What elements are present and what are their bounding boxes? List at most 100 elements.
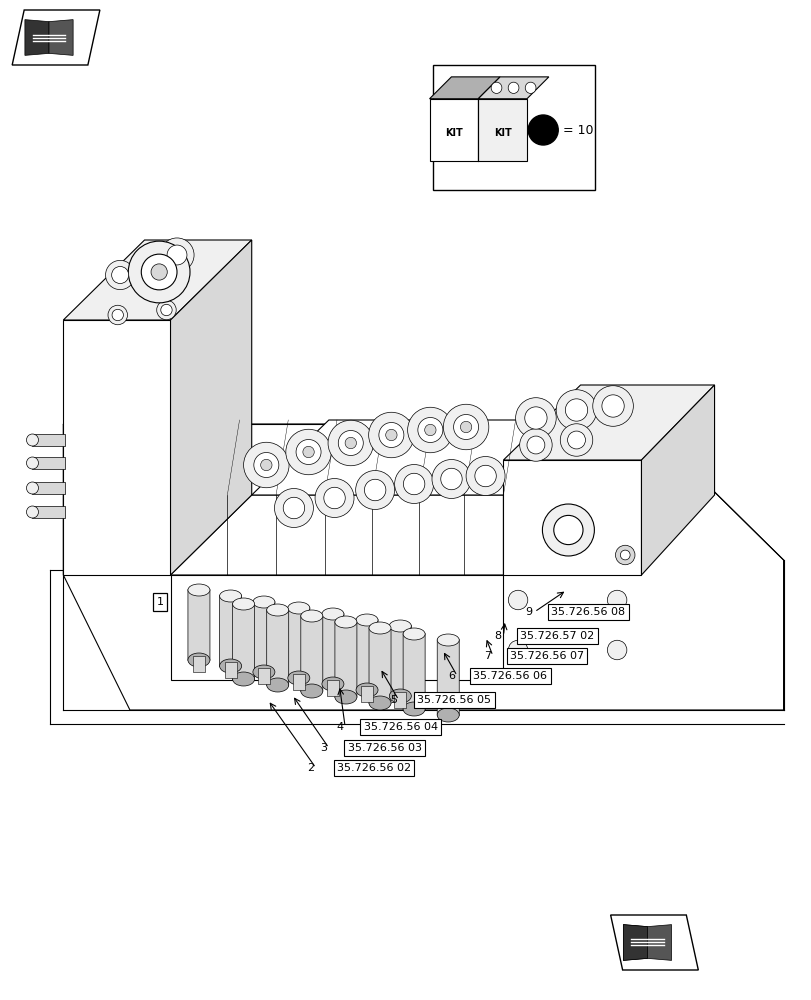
Circle shape: [553, 515, 582, 545]
Polygon shape: [478, 77, 548, 99]
Bar: [32, 482, 65, 494]
Polygon shape: [646, 925, 671, 960]
Circle shape: [607, 640, 626, 660]
Polygon shape: [503, 460, 641, 575]
Circle shape: [424, 424, 436, 436]
Circle shape: [474, 465, 496, 487]
Ellipse shape: [232, 598, 255, 610]
Text: 35.726.56 08: 35.726.56 08: [551, 607, 624, 617]
FancyBboxPatch shape: [252, 601, 275, 673]
Circle shape: [161, 304, 172, 316]
Polygon shape: [170, 240, 251, 575]
FancyBboxPatch shape: [266, 609, 289, 686]
Polygon shape: [503, 420, 580, 575]
Circle shape: [324, 487, 345, 509]
FancyBboxPatch shape: [300, 615, 323, 692]
FancyBboxPatch shape: [368, 627, 391, 704]
Circle shape: [364, 479, 385, 501]
Circle shape: [607, 590, 626, 610]
Polygon shape: [12, 10, 100, 65]
Circle shape: [385, 429, 397, 441]
Circle shape: [128, 241, 190, 303]
Ellipse shape: [334, 690, 357, 704]
Ellipse shape: [368, 622, 391, 634]
Circle shape: [27, 457, 38, 469]
Ellipse shape: [388, 620, 411, 632]
FancyBboxPatch shape: [402, 633, 425, 710]
Circle shape: [108, 305, 127, 325]
Ellipse shape: [436, 634, 459, 646]
Circle shape: [27, 506, 38, 518]
Polygon shape: [429, 99, 478, 161]
Text: = 10: = 10: [562, 124, 593, 137]
Circle shape: [564, 399, 587, 421]
Ellipse shape: [266, 604, 289, 616]
Circle shape: [560, 424, 592, 456]
Circle shape: [274, 489, 313, 527]
Ellipse shape: [266, 678, 289, 692]
Bar: [32, 506, 65, 518]
Circle shape: [542, 504, 594, 556]
Ellipse shape: [491, 82, 501, 93]
FancyBboxPatch shape: [355, 619, 378, 691]
Circle shape: [567, 431, 585, 449]
Polygon shape: [610, 915, 697, 970]
Polygon shape: [429, 77, 500, 99]
Circle shape: [315, 479, 354, 517]
Polygon shape: [63, 240, 251, 320]
Circle shape: [601, 395, 624, 417]
Circle shape: [27, 434, 38, 446]
Ellipse shape: [402, 628, 425, 640]
Ellipse shape: [402, 702, 425, 716]
Circle shape: [112, 266, 129, 284]
Circle shape: [167, 245, 187, 265]
Circle shape: [460, 421, 471, 433]
Text: KIT: KIT: [493, 128, 511, 138]
Ellipse shape: [252, 665, 275, 679]
Ellipse shape: [321, 608, 344, 620]
Circle shape: [296, 439, 320, 465]
Text: 35.726.56 02: 35.726.56 02: [337, 763, 410, 773]
Bar: [327, 680, 338, 696]
Text: 8: 8: [494, 631, 501, 641]
Ellipse shape: [508, 82, 518, 93]
Circle shape: [112, 309, 123, 321]
Polygon shape: [503, 385, 714, 460]
Circle shape: [157, 300, 176, 320]
FancyBboxPatch shape: [388, 625, 411, 697]
Circle shape: [515, 398, 556, 438]
Circle shape: [260, 459, 272, 471]
Circle shape: [141, 254, 177, 290]
FancyBboxPatch shape: [321, 613, 344, 685]
Ellipse shape: [287, 671, 310, 685]
Ellipse shape: [252, 596, 275, 608]
Circle shape: [524, 407, 547, 429]
Circle shape: [519, 429, 551, 461]
Polygon shape: [49, 20, 73, 55]
Circle shape: [151, 264, 167, 280]
Text: KIT: KIT: [444, 128, 462, 138]
Circle shape: [418, 417, 442, 443]
Text: 35.726.56 04: 35.726.56 04: [363, 722, 437, 732]
Text: 35.726.57 02: 35.726.57 02: [520, 631, 594, 641]
Bar: [225, 662, 236, 678]
Circle shape: [620, 550, 629, 560]
Circle shape: [526, 436, 544, 454]
Text: 5: 5: [389, 695, 397, 705]
Circle shape: [592, 386, 633, 426]
Ellipse shape: [436, 708, 459, 722]
Text: 2: 2: [307, 763, 314, 773]
Circle shape: [528, 115, 557, 145]
Circle shape: [285, 429, 331, 475]
Polygon shape: [63, 424, 783, 710]
FancyBboxPatch shape: [219, 595, 242, 667]
Polygon shape: [251, 420, 580, 495]
Bar: [394, 692, 406, 708]
Circle shape: [394, 465, 433, 503]
Circle shape: [27, 482, 38, 494]
Ellipse shape: [300, 610, 323, 622]
Circle shape: [615, 545, 634, 565]
Polygon shape: [641, 385, 714, 575]
Text: 3: 3: [320, 743, 327, 753]
Ellipse shape: [187, 584, 210, 596]
